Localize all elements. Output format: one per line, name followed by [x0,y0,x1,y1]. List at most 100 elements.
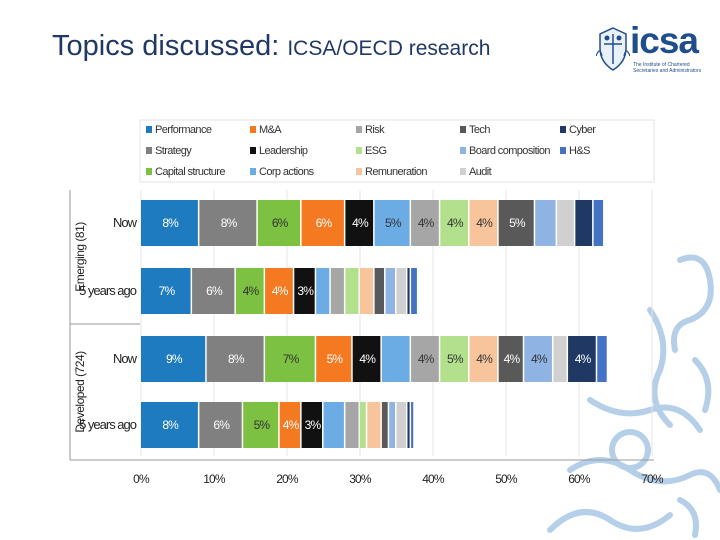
data-label: 5% [327,352,344,366]
legend-swatch [560,126,566,133]
bar-segment [440,200,468,246]
legend-label: M&A [259,124,282,136]
bar-segment [192,268,235,314]
bar-segment [141,336,206,382]
bar-segment [199,402,242,448]
category-label: Now [113,215,138,230]
bar-segment [257,200,301,246]
bar-segment [301,402,322,448]
bar-segment [557,200,574,246]
category-label: 5 years ago [79,417,137,432]
legend-swatch [460,126,466,133]
data-label: 7% [159,284,176,298]
bar-segment [407,402,410,448]
legend-swatch [460,147,466,154]
data-label: 8% [228,352,245,366]
slide-title: Topics discussed: ICSA/OECD research [52,30,490,63]
bar-segment [385,268,395,314]
bar-segment [316,268,330,314]
data-label: 3% [297,284,314,298]
slide-title-main: Topics discussed: [52,30,280,62]
data-label: 5% [447,352,464,366]
bar-segment [469,336,498,382]
legend-swatch [356,147,362,154]
x-tick-label: 30% [349,472,372,486]
bar-segment [381,336,410,382]
legend-label: Leadership [259,145,308,157]
x-tick-label: 40% [422,472,445,486]
legend-label: H&S [569,145,590,157]
bar-segment [243,402,279,448]
legend-label: ESG [365,145,386,157]
bar-segment [265,336,315,382]
data-label: 4% [352,216,369,230]
bar-segment [381,402,388,448]
bar-segment [396,268,406,314]
data-label: 4% [359,352,376,366]
legend-swatch [250,147,256,154]
data-label: 6% [206,284,223,298]
bar-segment [411,402,414,448]
bar-segment [411,200,439,246]
data-label: 4% [575,352,592,366]
bar-segment [411,336,439,382]
data-label: 4% [418,352,435,366]
bar-segment [345,268,359,314]
data-label: 8% [221,216,238,230]
legend-swatch [356,126,362,133]
bar-segment [279,402,301,448]
category-label: Now [113,351,138,366]
icsa-logo: icsa The Institute of Chartered Secretar… [596,20,708,96]
legend-label: Corp actions [259,166,315,178]
legend-label: Remuneration [365,166,427,178]
bar-segment [199,200,257,246]
bar-segment [524,336,552,382]
group-label: Emerging (81) [73,222,87,292]
x-tick-label: 70% [641,472,664,486]
data-label: 4% [243,284,260,298]
data-label: 8% [162,216,179,230]
legend-swatch [356,168,362,175]
x-tick-label: 20% [276,472,299,486]
bar-segment [411,268,417,314]
data-label: 5% [385,216,402,230]
bar-segment [345,402,359,448]
bar-segment [367,402,381,448]
data-label: 6% [213,418,230,432]
bar-segment [575,200,593,246]
legend-swatch [146,147,152,154]
data-label: 4% [272,284,289,298]
bar-segment [469,200,498,246]
bar-segment [498,200,534,246]
legend-label: Strategy [155,145,192,157]
data-label: 4% [504,352,521,366]
bar-segment [316,336,352,382]
legend-swatch [560,147,566,154]
data-label: 4% [476,216,493,230]
bar-segment [141,402,198,448]
data-label: 6% [272,216,289,230]
bar-segment [265,268,293,314]
logo-tagline: The Institute of Chartered Secretaries a… [633,62,702,74]
bar-segment [498,336,523,382]
legend-swatch [146,126,152,133]
bar-segment [593,200,604,246]
bar-segment [301,200,344,246]
bar-segment [535,200,556,246]
crest-icon [596,27,630,71]
legend-label: Risk [365,124,385,136]
data-label: 7% [283,352,300,366]
bar-segment [235,268,264,314]
bar-segment [352,336,381,382]
bar-segment [374,200,410,246]
bar-segment [206,336,264,382]
data-label: 4% [283,418,300,432]
bar-segment [553,336,567,382]
data-label: 4% [476,352,493,366]
legend-swatch [250,168,256,175]
data-label: 4% [418,216,435,230]
x-tick-label: 50% [495,472,518,486]
legend-label: Cyber [569,124,596,136]
data-label: 3% [305,418,322,432]
